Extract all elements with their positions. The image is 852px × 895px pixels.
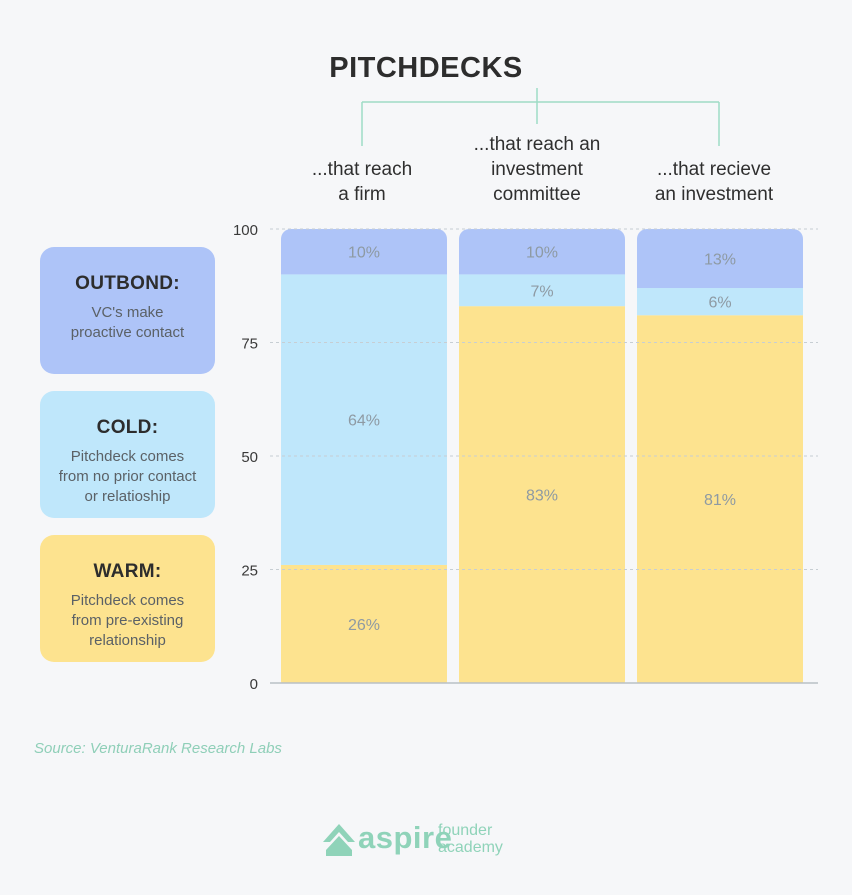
- chart-title: PITCHDECKS: [329, 52, 523, 84]
- bar-segment-warm: [459, 306, 625, 683]
- bar-segment-outbond: [637, 229, 803, 289]
- y-tick-label: 50: [241, 449, 258, 466]
- column-label-line: an investment: [654, 184, 774, 205]
- legend-desc-line: VC's make: [91, 304, 164, 321]
- y-tick-label: 75: [241, 336, 258, 353]
- y-tick-label: 100: [233, 222, 258, 239]
- column-label-line: committee: [493, 184, 581, 205]
- column-label-line: ...that reach: [311, 159, 413, 180]
- y-tick-label: 0: [250, 676, 258, 693]
- legend-outbound-desc: VC's make proactive contact: [40, 303, 215, 343]
- legend-outbound-title: OUTBOND:: [75, 273, 180, 294]
- legend-cold: COLD: Pitchdeck comes from no prior cont…: [40, 391, 215, 518]
- legend-desc-line: proactive contact: [70, 324, 185, 341]
- bar-segment-warm: [281, 564, 447, 683]
- bar-segment-warm: [637, 315, 803, 683]
- logo-subtitle: founder academy: [438, 822, 503, 856]
- data-label: 10%: [526, 245, 558, 262]
- legend-outbound: OUTBOND: VC's make proactive contact: [40, 247, 215, 374]
- legend-desc-line: Pitchdeck comes: [70, 592, 185, 609]
- bar-segment-cold: [281, 274, 447, 565]
- logo-subtitle-line: academy: [438, 839, 503, 856]
- data-label: 13%: [704, 252, 736, 269]
- column-label-line: investment: [491, 159, 583, 180]
- column-label-reach-committee: ...that reach an investment committee: [447, 132, 627, 207]
- legend-desc-line: from no prior contact: [58, 468, 197, 485]
- legend-warm: WARM: Pitchdeck comes from pre-existing …: [40, 535, 215, 662]
- bar-segment-outbond: [459, 229, 625, 275]
- legend-desc-line: relationship: [89, 632, 166, 649]
- data-label: 64%: [348, 413, 380, 430]
- column-label-reach-firm: ...that reach a firm: [272, 157, 452, 207]
- data-label: 83%: [526, 488, 558, 505]
- legend-warm-desc: Pitchdeck comes from pre-existing relati…: [40, 591, 215, 651]
- data-label: 81%: [704, 492, 736, 509]
- column-bracket: [361, 88, 720, 146]
- data-label: 10%: [348, 245, 380, 262]
- legend-desc-line: Pitchdeck comes: [70, 448, 185, 465]
- data-label: 6%: [708, 295, 731, 312]
- column-label-line: a firm: [338, 184, 386, 205]
- legend-warm-title: WARM:: [93, 561, 162, 582]
- bar-segment-cold: [637, 288, 803, 316]
- data-label: 26%: [348, 617, 380, 634]
- legend-desc-line: or relatioship: [84, 488, 171, 505]
- source-note: Source: VenturaRank Research Labs: [34, 740, 282, 757]
- column-label-receive-investment: ...that recieve an investment: [624, 157, 804, 207]
- bar-segment-cold: [459, 274, 625, 307]
- logo-wordmark: aspire: [358, 820, 453, 855]
- logo-subtitle-line: founder: [438, 822, 493, 839]
- bar-segment-outbond: [281, 229, 447, 275]
- column-label-line: ...that recieve: [656, 159, 772, 180]
- y-tick-label: 25: [241, 563, 258, 580]
- stacked-bar-chart: 26% 64% 10% 83% 7% 10% 81% 6% 13% 0 25 50 75 100: [233, 222, 818, 693]
- legend-desc-line: from pre-existing: [71, 612, 184, 629]
- legend-cold-title: COLD:: [96, 417, 159, 438]
- data-label: 7%: [530, 283, 553, 300]
- legend-cold-desc: Pitchdeck comes from no prior contact or…: [40, 447, 215, 507]
- aspire-mountain-icon: [323, 824, 355, 856]
- column-label-line: ...that reach an: [473, 134, 601, 155]
